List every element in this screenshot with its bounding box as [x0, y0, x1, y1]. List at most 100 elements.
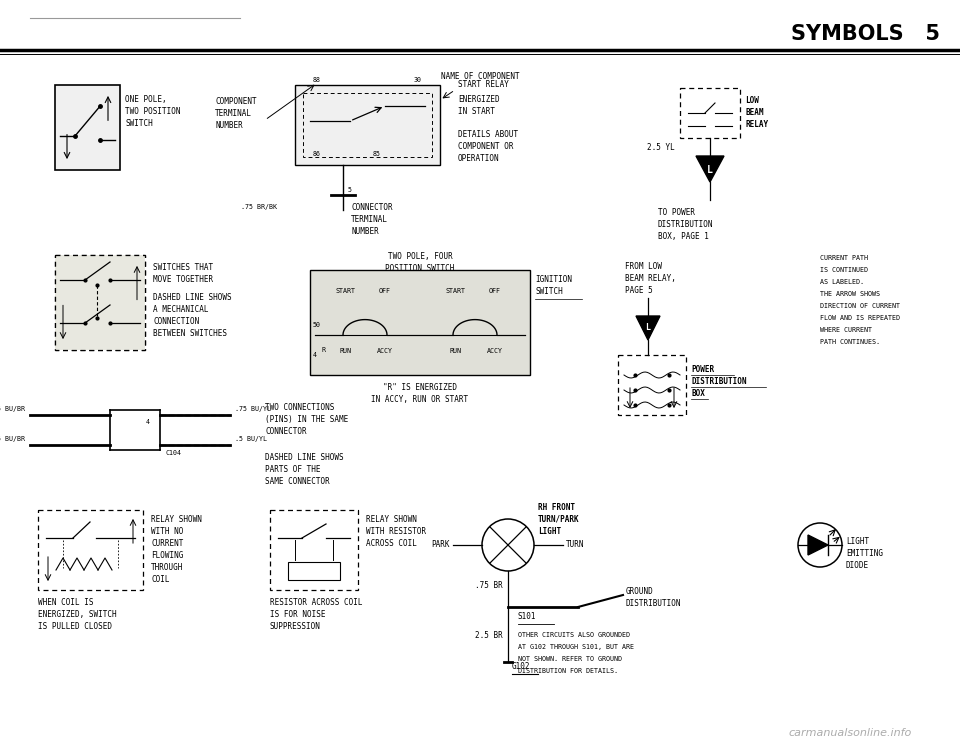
Text: LOW: LOW: [745, 96, 758, 105]
Text: RELAY SHOWN: RELAY SHOWN: [151, 515, 202, 524]
Text: ACCY: ACCY: [377, 348, 393, 354]
Text: TWO POSITION: TWO POSITION: [125, 107, 180, 116]
Text: IGNITION: IGNITION: [535, 275, 572, 284]
Text: A MECHANICAL: A MECHANICAL: [153, 305, 208, 314]
Text: THE ARROW SHOWS: THE ARROW SHOWS: [820, 291, 880, 297]
Text: RUN: RUN: [339, 348, 351, 354]
Text: NAME OF COMPONENT: NAME OF COMPONENT: [441, 72, 519, 81]
Text: TO POWER: TO POWER: [658, 208, 695, 217]
Text: TURN/PARK: TURN/PARK: [538, 515, 580, 524]
Text: WITH RESISTOR: WITH RESISTOR: [366, 527, 426, 536]
Text: IS FOR NOISE: IS FOR NOISE: [270, 610, 325, 619]
Text: PAGE 5: PAGE 5: [625, 286, 653, 295]
Bar: [680, 88, 740, 138]
Text: RELAY SHOWN: RELAY SHOWN: [366, 515, 417, 524]
Text: ONE POLE,: ONE POLE,: [125, 95, 167, 104]
Text: TERMINAL: TERMINAL: [215, 109, 252, 118]
Text: SWITCHES THAT: SWITCHES THAT: [153, 263, 213, 272]
Text: WHERE CURRENT: WHERE CURRENT: [820, 327, 872, 333]
Text: LIGHT: LIGHT: [846, 537, 869, 546]
Bar: [303, 93, 432, 157]
Text: R: R: [322, 347, 326, 353]
Text: THROUGH: THROUGH: [151, 563, 183, 572]
Text: MOVE TOGETHER: MOVE TOGETHER: [153, 275, 213, 284]
Text: DIRECTION OF CURRENT: DIRECTION OF CURRENT: [820, 303, 900, 309]
Text: 4: 4: [313, 352, 317, 358]
Text: ACROSS COIL: ACROSS COIL: [366, 539, 417, 548]
Text: 5: 5: [348, 187, 352, 193]
Text: BOX: BOX: [691, 389, 705, 398]
Text: WHEN COIL IS: WHEN COIL IS: [38, 598, 93, 607]
Text: COMPONENT: COMPONENT: [215, 97, 256, 106]
Text: DISTRIBUTION FOR DETAILS.: DISTRIBUTION FOR DETAILS.: [518, 668, 618, 674]
Text: SWITCH: SWITCH: [125, 119, 153, 128]
Bar: [55, 255, 145, 350]
Text: 50: 50: [313, 322, 321, 328]
Text: CURRENT: CURRENT: [151, 539, 183, 548]
Text: 2.5 YL: 2.5 YL: [647, 144, 675, 153]
Text: DASHED LINE SHOWS: DASHED LINE SHOWS: [265, 453, 344, 462]
Text: TERMINAL: TERMINAL: [351, 215, 388, 224]
Text: S101: S101: [518, 612, 537, 621]
Text: CONNECTION: CONNECTION: [153, 317, 200, 326]
Text: OPERATION: OPERATION: [458, 154, 499, 163]
Text: NUMBER: NUMBER: [351, 227, 379, 236]
Text: IS PULLED CLOSED: IS PULLED CLOSED: [38, 622, 112, 631]
Text: DETAILS ABOUT: DETAILS ABOUT: [458, 130, 518, 139]
Text: .5 BU/YL: .5 BU/YL: [235, 436, 267, 442]
Text: SAME CONNECTOR: SAME CONNECTOR: [265, 477, 329, 486]
Text: SYMBOLS   5: SYMBOLS 5: [791, 24, 940, 44]
Text: .75 BR/BK: .75 BR/BK: [241, 204, 277, 210]
Text: COMPONENT OR: COMPONENT OR: [458, 142, 514, 151]
Text: PARTS OF THE: PARTS OF THE: [265, 465, 321, 474]
Text: "R" IS ENERGIZED: "R" IS ENERGIZED: [383, 383, 457, 392]
Text: SWITCH: SWITCH: [535, 287, 563, 296]
Text: 88: 88: [313, 77, 321, 83]
Polygon shape: [808, 535, 828, 555]
Text: TWO CONNECTIONS: TWO CONNECTIONS: [265, 403, 334, 412]
Polygon shape: [696, 156, 724, 182]
Text: RELAY: RELAY: [745, 120, 768, 129]
Text: START: START: [335, 288, 355, 294]
Text: .5 BU/BR: .5 BU/BR: [0, 436, 25, 442]
Text: .75 BU/BR: .75 BU/BR: [0, 406, 25, 412]
Text: COIL: COIL: [151, 575, 170, 584]
Text: FLOW AND IS REPEATED: FLOW AND IS REPEATED: [820, 315, 900, 321]
Bar: [288, 562, 340, 580]
Text: TWO POLE, FOUR: TWO POLE, FOUR: [388, 252, 452, 261]
Text: CONNECTOR: CONNECTOR: [265, 427, 306, 436]
Text: L: L: [645, 324, 651, 333]
Text: PATH CONTINUES.: PATH CONTINUES.: [820, 339, 880, 345]
Text: ACCY: ACCY: [487, 348, 503, 354]
Text: AS LABELED.: AS LABELED.: [820, 279, 864, 285]
Text: OTHER CIRCUITS ALSO GROUNDED: OTHER CIRCUITS ALSO GROUNDED: [518, 632, 630, 638]
Text: C104: C104: [165, 450, 181, 456]
Text: IN START: IN START: [458, 107, 495, 116]
Text: CURRENT PATH: CURRENT PATH: [820, 255, 868, 261]
Text: PARK: PARK: [431, 540, 450, 549]
Text: IS CONTINUED: IS CONTINUED: [820, 267, 868, 273]
Text: RUN: RUN: [449, 348, 461, 354]
Bar: [295, 85, 440, 165]
Text: CONNECTOR: CONNECTOR: [351, 203, 393, 212]
Text: .75 BR: .75 BR: [475, 581, 503, 590]
Text: 2.5 BR: 2.5 BR: [475, 631, 503, 640]
Text: DISTRIBUTION: DISTRIBUTION: [691, 377, 747, 386]
Bar: [55, 255, 145, 350]
Text: NOT SHOWN. REFER TO GROUND: NOT SHOWN. REFER TO GROUND: [518, 656, 622, 662]
Text: 85: 85: [373, 151, 381, 157]
Bar: [38, 510, 143, 590]
Text: AT G102 THROUGH S101, BUT ARE: AT G102 THROUGH S101, BUT ARE: [518, 644, 634, 650]
Text: OFF: OFF: [489, 288, 501, 294]
Text: START RELAY: START RELAY: [458, 80, 509, 89]
Text: OFF: OFF: [379, 288, 391, 294]
Polygon shape: [636, 316, 660, 340]
Text: DIODE: DIODE: [846, 561, 869, 570]
Text: LIGHT: LIGHT: [538, 527, 562, 536]
Text: EMITTING: EMITTING: [846, 549, 883, 558]
Bar: [310, 270, 530, 375]
Text: BETWEEN SWITCHES: BETWEEN SWITCHES: [153, 329, 227, 338]
Text: 30: 30: [414, 77, 422, 83]
Bar: [55, 85, 120, 170]
Bar: [270, 510, 358, 590]
